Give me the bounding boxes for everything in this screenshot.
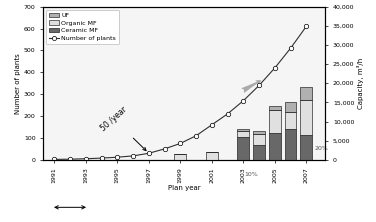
Bar bbox=[253, 134, 265, 145]
Bar bbox=[300, 101, 312, 135]
Bar bbox=[237, 129, 249, 131]
Text: 10%: 10% bbox=[244, 172, 258, 177]
Bar bbox=[300, 135, 312, 160]
Text: 50 /year: 50 /year bbox=[99, 105, 146, 151]
Bar bbox=[285, 112, 297, 129]
Bar bbox=[285, 129, 297, 160]
Bar bbox=[237, 137, 249, 160]
Bar bbox=[174, 154, 186, 160]
Bar bbox=[237, 131, 249, 137]
Legend: UF, Organic MF, Ceramic MF, Number of plants: UF, Organic MF, Ceramic MF, Number of pl… bbox=[46, 10, 119, 44]
Bar bbox=[285, 102, 297, 112]
Bar bbox=[300, 87, 312, 101]
Bar bbox=[269, 110, 281, 133]
Bar bbox=[253, 145, 265, 160]
Bar bbox=[269, 133, 281, 160]
Bar bbox=[269, 106, 281, 110]
Y-axis label: Number of plants: Number of plants bbox=[15, 53, 21, 114]
Text: 20%: 20% bbox=[315, 146, 329, 151]
Bar bbox=[206, 152, 218, 160]
Y-axis label: Capacity, m³/h: Capacity, m³/h bbox=[357, 58, 364, 109]
X-axis label: Plan year: Plan year bbox=[168, 185, 200, 191]
Bar bbox=[253, 131, 265, 134]
